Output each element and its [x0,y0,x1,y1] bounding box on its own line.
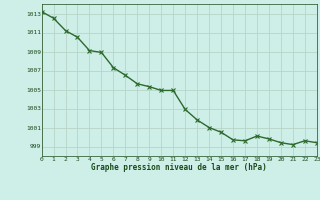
X-axis label: Graphe pression niveau de la mer (hPa): Graphe pression niveau de la mer (hPa) [91,163,267,172]
